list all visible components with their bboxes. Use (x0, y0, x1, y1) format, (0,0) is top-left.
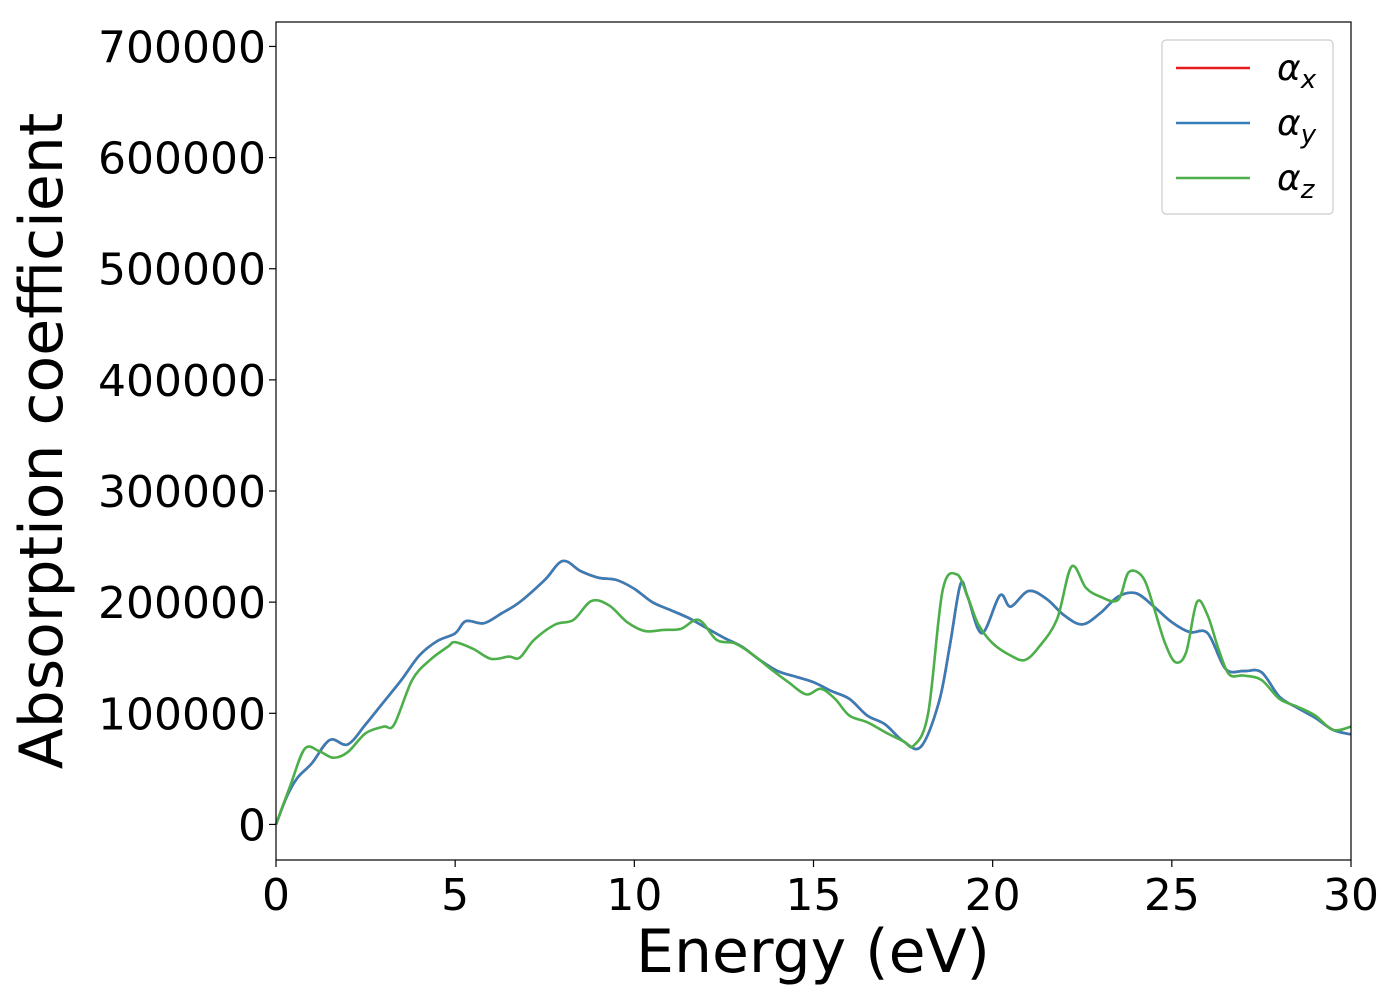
x-tick-label: 25 (1144, 870, 1200, 921)
series-line-y (274, 559, 1352, 825)
series-line-z (274, 564, 1352, 825)
y-axis-ticks: 0 100000 200000 300000 400000 500000 600000 700… (98, 22, 276, 851)
legend-label-z: αz (1277, 158, 1316, 205)
plot-frame (275, 21, 1352, 861)
y-tick-label: 400000 (98, 356, 266, 407)
y-tick-label: 500000 (98, 245, 266, 296)
x-tick-label: 30 (1323, 870, 1379, 921)
legend-label-x: αx (1277, 48, 1317, 95)
legend-frame (1161, 39, 1334, 215)
x-tick-label: 10 (606, 870, 662, 921)
x-tick-label: 20 (965, 870, 1021, 921)
series-lines (274, 559, 1352, 825)
x-axis-ticks: 0 5 10 15 20 25 30 (262, 860, 1379, 921)
legend: αx αy αz (1161, 39, 1334, 215)
y-tick-label: 300000 (98, 467, 266, 518)
x-axis-label: Energy (eV) (636, 917, 990, 987)
y-tick-label: 100000 (98, 689, 266, 740)
x-tick-label: 5 (441, 870, 469, 921)
y-tick-label: 600000 (98, 134, 266, 185)
y-tick-label: 700000 (98, 22, 266, 73)
y-axis-label: Absorption coefficient (7, 113, 77, 770)
legend-label-y: αy (1277, 103, 1317, 150)
x-tick-label: 0 (262, 870, 290, 921)
y-tick-label: 200000 (98, 578, 266, 629)
x-tick-label: 15 (786, 870, 842, 921)
y-tick-label: 0 (238, 800, 266, 851)
